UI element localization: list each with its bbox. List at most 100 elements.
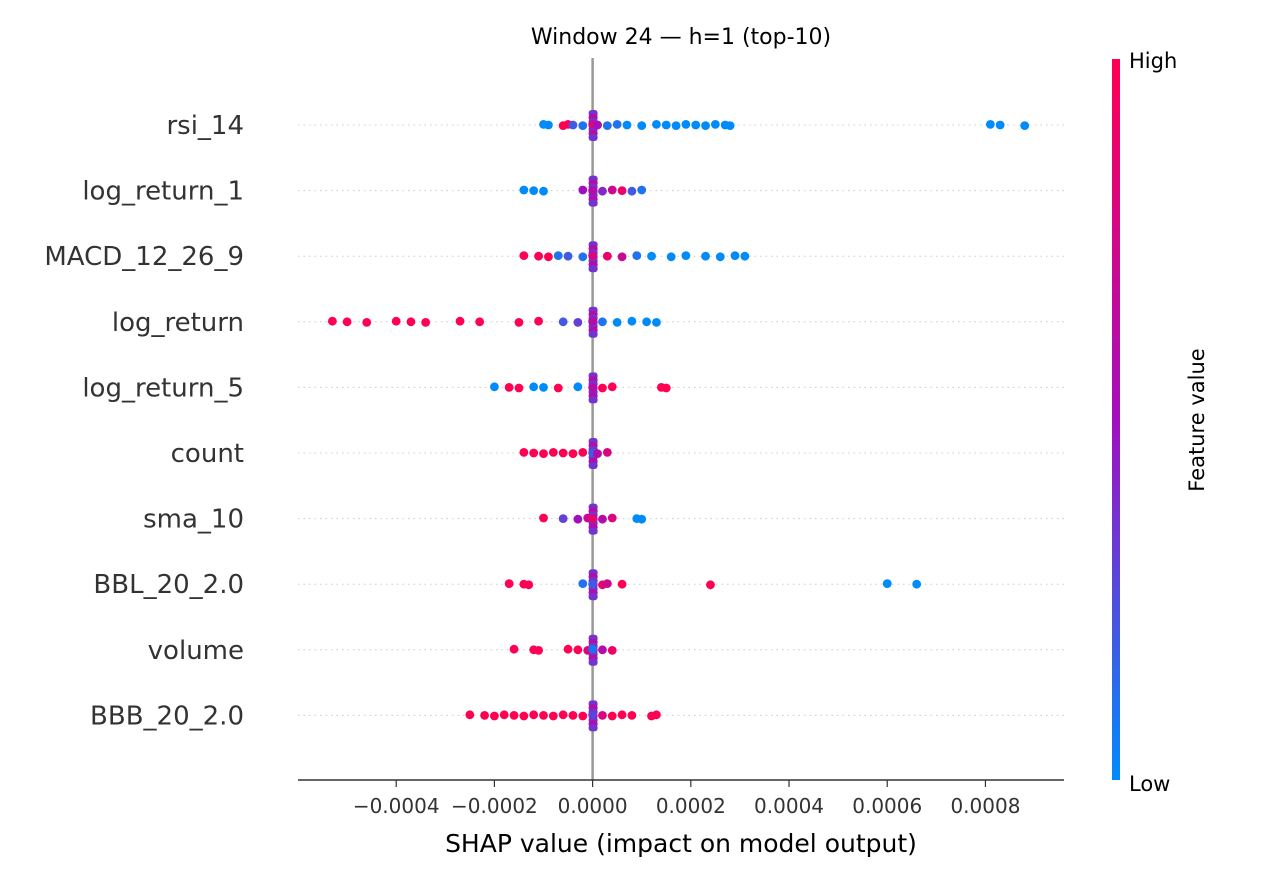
swarm-core-mark xyxy=(588,724,598,732)
feature-label: count xyxy=(171,439,244,469)
shap-point xyxy=(539,383,548,392)
colorbar-high-label: High xyxy=(1129,49,1177,73)
shap-point xyxy=(627,316,637,326)
shap-point xyxy=(558,448,568,458)
shap-point xyxy=(539,186,548,196)
shap-point xyxy=(588,251,598,260)
colorbar-low-label: Low xyxy=(1129,772,1170,796)
swarm-core-mark xyxy=(588,134,598,141)
shap-point xyxy=(362,318,372,327)
shap-point xyxy=(671,121,681,130)
shap-point xyxy=(465,710,475,720)
swarm-core-mark xyxy=(588,330,598,338)
x-ticks: −0.0004 −0.0002 0.0000 0.0002 0.0004 0.0006 0.… xyxy=(353,780,1020,818)
shap-point xyxy=(534,646,544,655)
points-layer xyxy=(327,110,1030,732)
x-tick-label: 0.0002 xyxy=(656,794,726,818)
shap-point xyxy=(637,185,647,195)
shap-point xyxy=(548,448,558,457)
swarm-core-mark xyxy=(588,462,598,469)
x-tick-label: −0.0004 xyxy=(353,794,440,818)
shap-point xyxy=(912,579,922,589)
shap-point xyxy=(588,710,598,720)
colorbar xyxy=(1112,59,1120,780)
shap-point xyxy=(534,251,544,261)
shap-point xyxy=(490,382,499,392)
shap-point xyxy=(539,449,548,458)
x-axis-label: SHAP value (impact on model output) xyxy=(445,829,917,858)
shap-point xyxy=(578,252,588,262)
shap-point xyxy=(617,186,627,196)
shap-point xyxy=(568,449,578,458)
feature-label: log_return_1 xyxy=(82,177,244,207)
shap-point xyxy=(607,185,617,195)
x-tick-label: 0.0006 xyxy=(852,794,922,818)
shap-point xyxy=(573,645,583,655)
shap-point xyxy=(627,186,637,196)
shap-point xyxy=(568,711,578,720)
shap-point xyxy=(607,646,617,655)
swarm-core-mark xyxy=(588,658,598,666)
shap-point xyxy=(391,316,401,326)
shap-point xyxy=(499,710,509,720)
shap-point xyxy=(588,579,598,589)
shap-point xyxy=(627,711,637,720)
shap-point xyxy=(617,710,627,720)
shap-point xyxy=(406,317,416,327)
shap-point xyxy=(652,318,661,327)
shap-point xyxy=(548,711,558,721)
shap-point xyxy=(725,121,735,130)
feature-label: BBL_20_2.0 xyxy=(93,570,244,600)
swarm-core-mark xyxy=(588,527,598,535)
shap-point xyxy=(652,710,661,720)
shap-point xyxy=(617,579,627,589)
shap-point xyxy=(602,448,612,457)
shap-point xyxy=(509,711,519,720)
shap-point xyxy=(715,252,725,262)
shap-point xyxy=(563,251,573,261)
feature-rows: rsi_14 log_return_1 MACD_12_26_9 log_return… xyxy=(44,111,1064,731)
shap-point xyxy=(529,710,539,720)
shap-point xyxy=(1020,121,1030,130)
shap-point xyxy=(539,711,548,720)
shap-point xyxy=(519,185,529,195)
shap-point xyxy=(612,120,622,129)
shap-point xyxy=(563,644,573,654)
shap-point xyxy=(701,121,710,130)
shap-point xyxy=(681,120,691,129)
shap-point xyxy=(602,121,612,130)
shap-point xyxy=(421,318,431,327)
shap-point xyxy=(661,383,671,393)
shap-point xyxy=(642,317,652,327)
shap-point xyxy=(985,120,995,129)
shap-point xyxy=(529,448,539,458)
shap-point xyxy=(490,711,499,721)
shap-point xyxy=(514,383,524,393)
chart-title: Window 24 — h=1 (top-10) xyxy=(531,25,831,50)
shap-point xyxy=(593,449,602,458)
shap-point xyxy=(475,317,485,327)
shap-point xyxy=(568,120,578,130)
feature-label: MACD_12_26_9 xyxy=(44,242,244,272)
feature-label: log_return xyxy=(112,308,244,338)
shap-point xyxy=(740,251,750,261)
feature-label: log_return_5 xyxy=(82,373,244,403)
shap-point xyxy=(514,318,524,327)
shap-point xyxy=(588,316,598,326)
shap-point xyxy=(529,186,539,196)
shap-point xyxy=(529,382,539,392)
x-tick-label: 0.0000 xyxy=(558,794,628,818)
shap-point xyxy=(573,514,583,524)
shap-point xyxy=(578,711,588,721)
shap-point xyxy=(544,252,553,262)
shap-point xyxy=(882,579,892,588)
shap-point xyxy=(593,120,602,130)
shap-point xyxy=(701,251,710,261)
shap-point xyxy=(578,579,588,588)
shap-point xyxy=(578,448,588,457)
shap-point xyxy=(661,120,671,130)
shap-point xyxy=(598,514,607,524)
shap-point xyxy=(652,120,661,129)
shap-point xyxy=(588,383,598,392)
